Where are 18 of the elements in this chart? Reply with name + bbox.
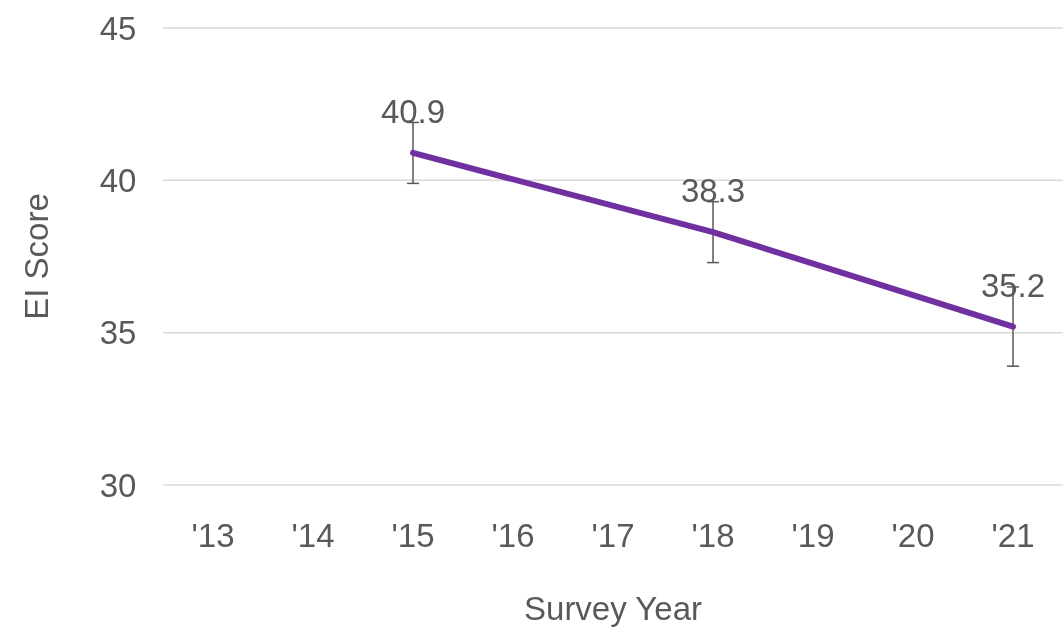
x-tick-label: '20 <box>891 516 935 554</box>
y-axis-title: EI Score <box>18 193 55 320</box>
x-tick-label: '13 <box>191 516 235 554</box>
x-tick-label: '18 <box>691 516 735 554</box>
data-label: 35.2 <box>980 266 1046 304</box>
x-tick-label: '21 <box>991 516 1035 554</box>
y-tick-label: 45 <box>99 9 137 47</box>
x-tick-label: '17 <box>591 516 635 554</box>
y-tick-label: 35 <box>99 314 137 352</box>
x-tick-label: '15 <box>391 516 435 554</box>
x-tick-label: '14 <box>291 516 335 554</box>
x-tick-label: '16 <box>491 516 535 554</box>
y-tick-label: 30 <box>99 466 137 504</box>
y-tick-label: 40 <box>99 161 137 199</box>
x-tick-label: '19 <box>791 516 835 554</box>
x-axis-title: Survey Year <box>524 590 702 627</box>
data-label: 38.3 <box>680 172 746 210</box>
data-label: 40.9 <box>380 92 446 130</box>
